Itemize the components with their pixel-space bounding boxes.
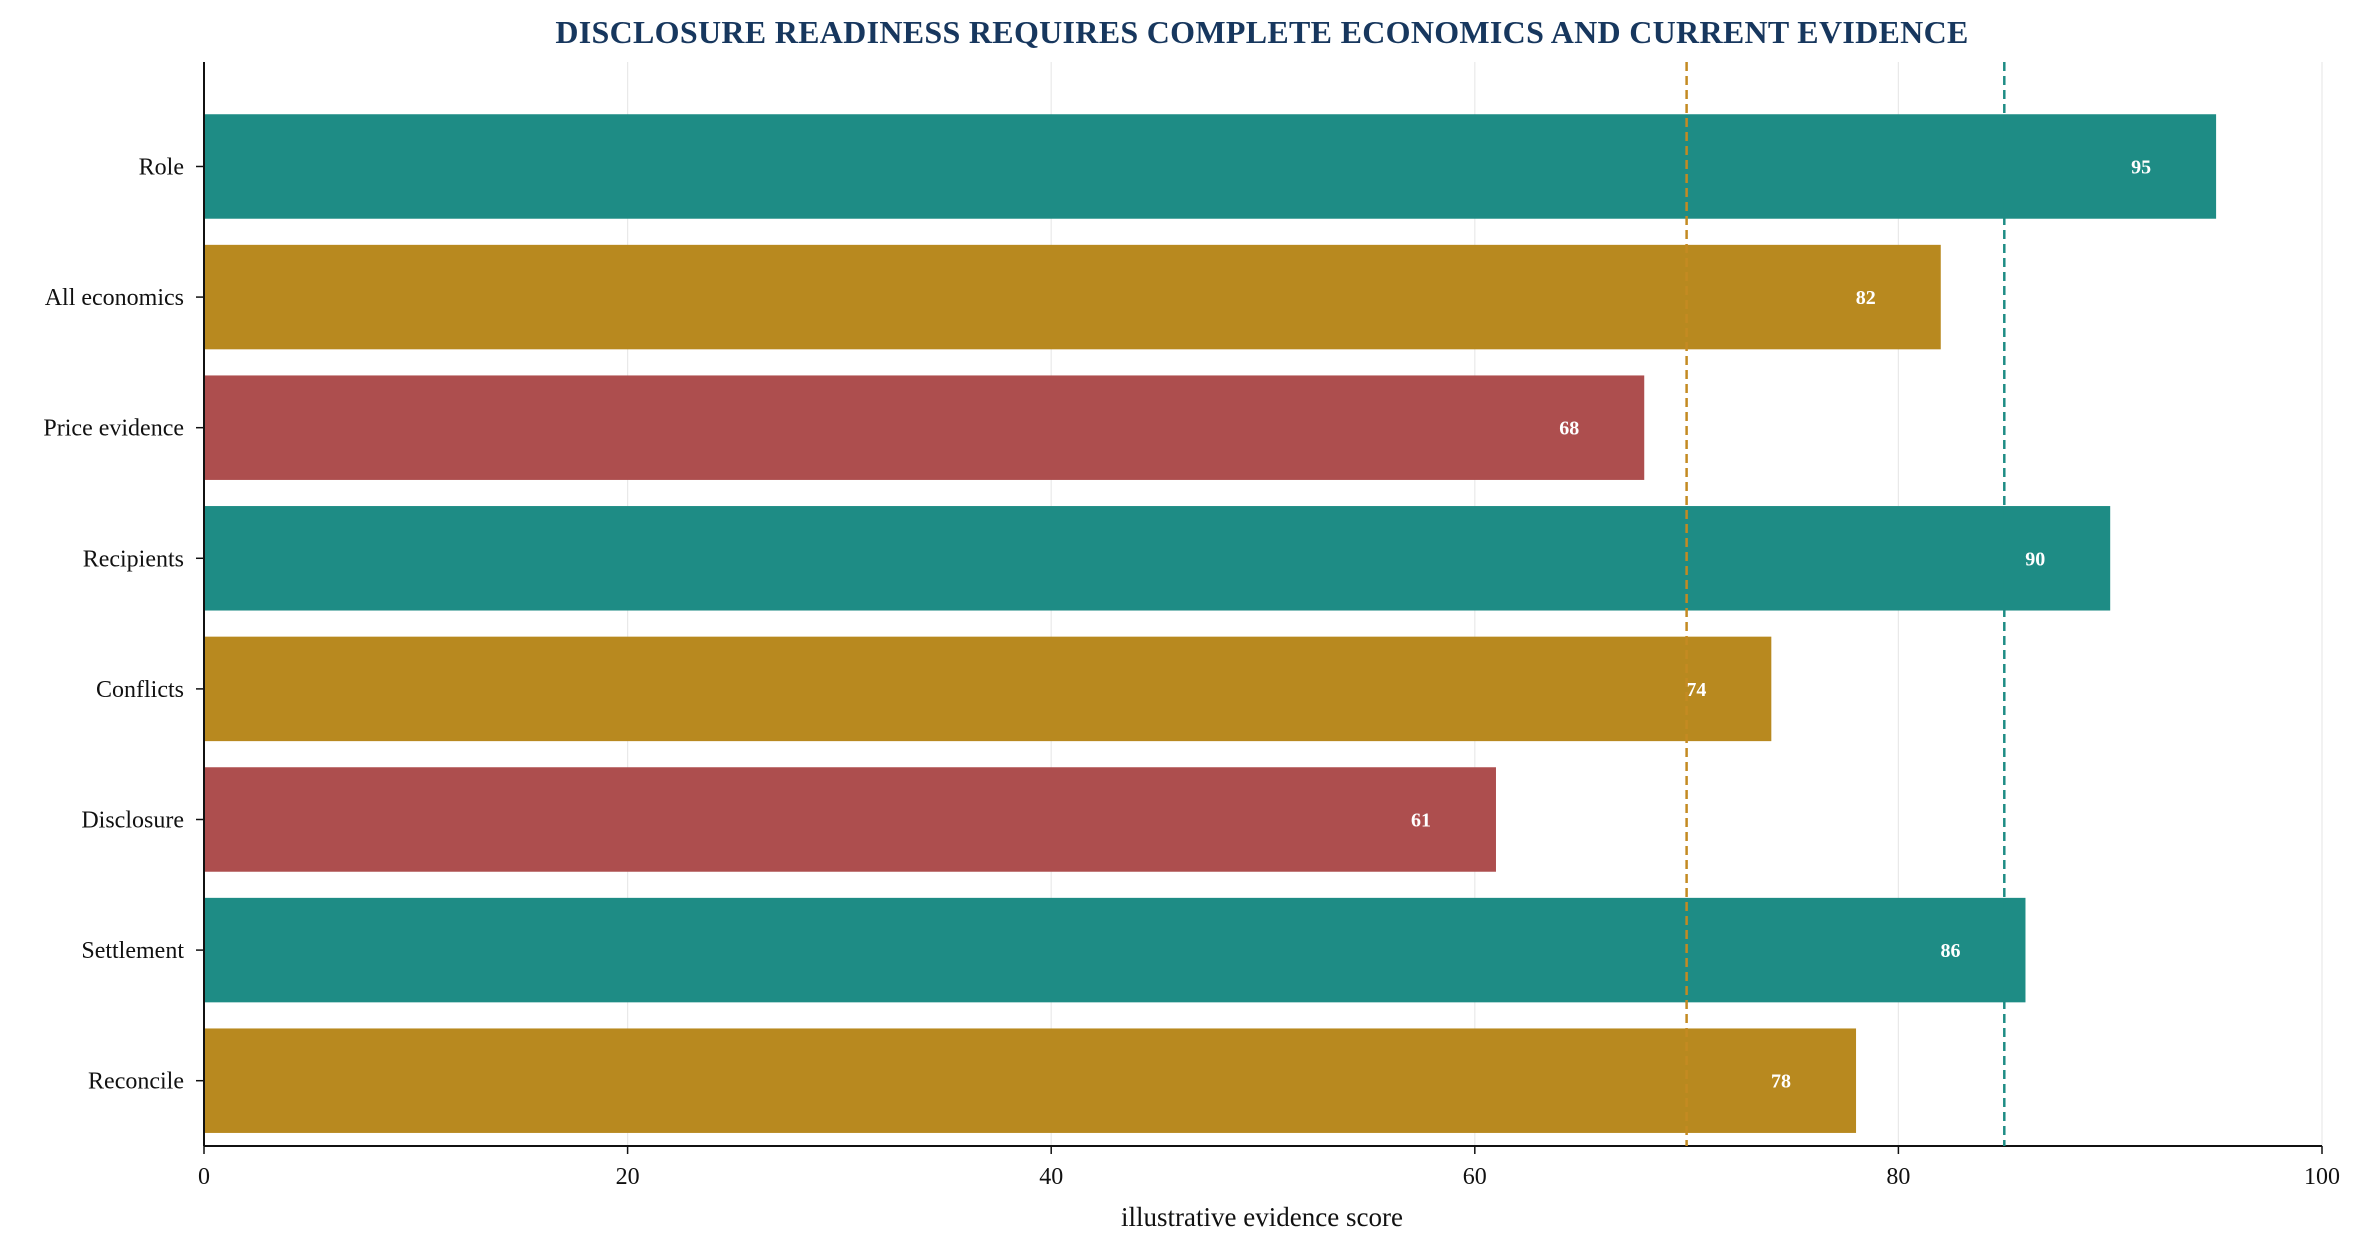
bar-2 bbox=[204, 375, 1645, 480]
bar-value-label-6: 86 bbox=[1940, 940, 1960, 962]
bar-1 bbox=[204, 244, 1941, 350]
bar-4 bbox=[204, 636, 1772, 742]
bar-6 bbox=[204, 897, 2026, 1003]
y-tick-label-5: Disclosure bbox=[81, 807, 184, 833]
bar-value-label-3: 90 bbox=[2025, 548, 2045, 570]
bar-3 bbox=[204, 506, 2111, 611]
x-tick-label-60: 60 bbox=[1463, 1164, 1487, 1190]
chart-title: DISCLOSURE READINESS REQUIRES COMPLETE E… bbox=[555, 14, 1968, 50]
bar-value-label-4: 74 bbox=[1686, 679, 1706, 701]
x-tick-label-0: 0 bbox=[198, 1164, 210, 1190]
bar-0 bbox=[204, 114, 2217, 219]
x-tick-label-20: 20 bbox=[616, 1164, 640, 1190]
y-tick-label-2: Price evidence bbox=[43, 416, 184, 442]
bar-value-label-7: 78 bbox=[1771, 1071, 1791, 1093]
x-axis-title: illustrative evidence score bbox=[1121, 1202, 1403, 1232]
bar-5 bbox=[204, 767, 1496, 872]
x-tick-label-40: 40 bbox=[1039, 1164, 1063, 1190]
bar-value-label-1: 82 bbox=[1856, 287, 1876, 309]
bar-value-label-0: 95 bbox=[2131, 156, 2151, 178]
y-tick-label-6: Settlement bbox=[81, 938, 184, 964]
y-tick-label-4: Conflicts bbox=[96, 677, 184, 703]
y-tick-label-3: Recipients bbox=[83, 546, 184, 572]
bar-value-label-2: 68 bbox=[1559, 418, 1579, 440]
x-axis-ticks: 0 20 40 60 80 100 bbox=[198, 1146, 2340, 1190]
axes bbox=[203, 62, 2322, 1147]
x-tick-label-100: 100 bbox=[2304, 1164, 2340, 1190]
bar-7 bbox=[204, 1028, 1857, 1133]
reference-lines bbox=[1685, 62, 2006, 1146]
y-axis-ticks: Role All economics Price evidence Recipient… bbox=[43, 154, 204, 1095]
y-tick-label-7: Reconcile bbox=[88, 1069, 184, 1095]
x-tick-label-80: 80 bbox=[1886, 1164, 1910, 1190]
bars: 95 82 68 90 74 61 86 78 bbox=[204, 114, 2217, 1133]
bar-value-label-5: 61 bbox=[1411, 809, 1431, 831]
y-tick-label-1: All economics bbox=[45, 285, 184, 311]
y-tick-label-0: Role bbox=[139, 154, 184, 180]
